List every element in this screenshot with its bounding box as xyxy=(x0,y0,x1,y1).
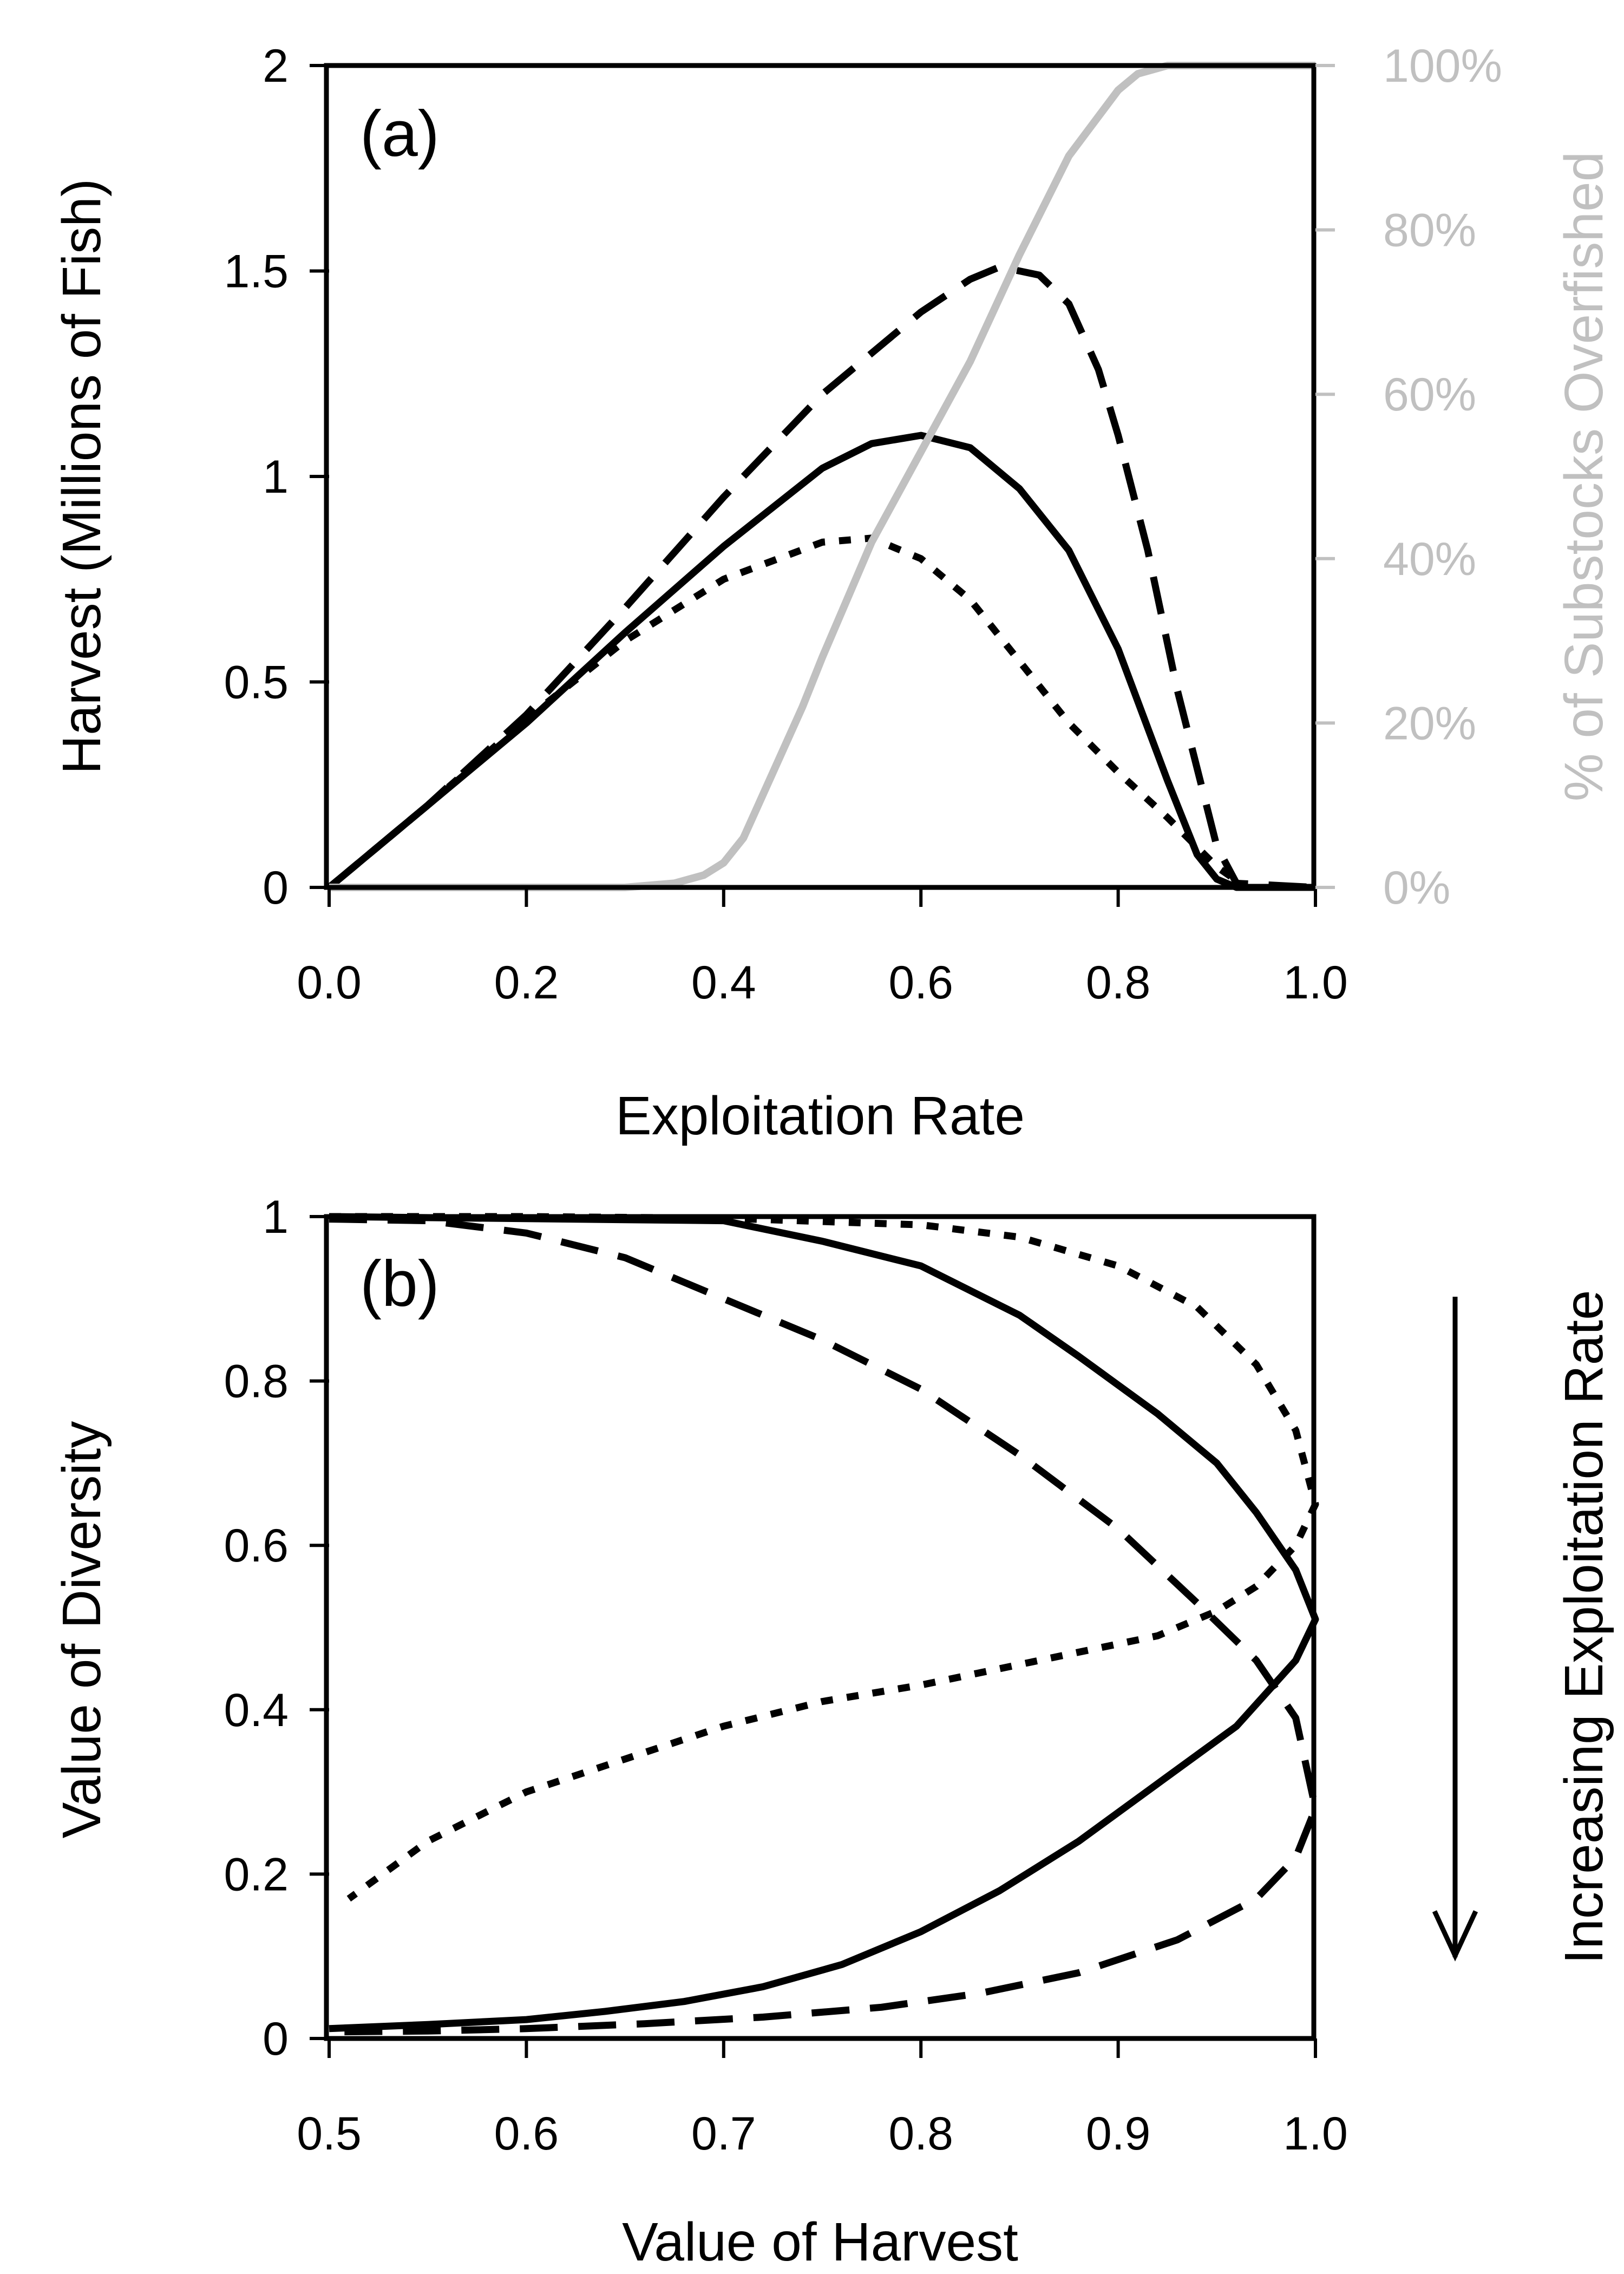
panel-b-series-solid xyxy=(329,1213,1319,2033)
exploitation-direction-arrow-head xyxy=(1432,1910,1478,1962)
panel-a-series-dashed xyxy=(326,263,1316,891)
panel-a-y-axis: 0 0.5 1 1.5 2 xyxy=(224,40,329,914)
panel-a-series-solid xyxy=(326,432,1315,891)
panel-a-series-solid-overfished xyxy=(329,62,1315,891)
panel-a-right-tick-label: 80% xyxy=(1383,205,1476,257)
panel-b-y-tick-label: 0.6 xyxy=(224,1520,289,1572)
panel-a-right-tick-label: 40% xyxy=(1383,533,1476,585)
panel-b: 0.5 0.6 0.7 0.8 0.9 1.0 0 0.2 0.4 0.6 0.8 1 (b) Va… xyxy=(51,1191,1614,2272)
panel-a-series-group xyxy=(326,62,1316,891)
panel-b-series-group xyxy=(329,1213,1319,2036)
panel-a-right-axis-title: % of Substocks Overfished xyxy=(1554,152,1614,802)
panel-a-y-tick-label: 2 xyxy=(263,40,289,92)
panel-b-x-tick-label: 0.8 xyxy=(888,2108,953,2160)
panel-b-y-axis: 0 0.2 0.4 0.6 0.8 1 xyxy=(224,1191,329,2065)
panel-a-right-tick-label: 100% xyxy=(1383,40,1502,92)
panel-b-plot-frame xyxy=(324,1214,1317,2041)
panel-a-y-axis-title: Harvest (Millions of Fish) xyxy=(51,179,112,774)
panel-b-y-tick-label: 0.2 xyxy=(224,1848,289,1900)
panel-b-y-tick-label: 0.8 xyxy=(224,1356,289,1408)
panel-a-x-tick-label: 0.6 xyxy=(888,957,953,1009)
panel-b-x-tick-label: 0.5 xyxy=(297,2108,362,2160)
panel-a-x-axis-title: Exploitation Rate xyxy=(615,1086,1025,1146)
panel-a-y-tick-label: 1.5 xyxy=(224,246,289,298)
panel-b-x-tick-label: 0.7 xyxy=(691,2108,756,2160)
panel-b-x-tick-label: 0.6 xyxy=(494,2108,559,2160)
panel-b-x-tick-label: 1.0 xyxy=(1283,2108,1348,2160)
panel-a-right-tick-label: 20% xyxy=(1383,697,1476,749)
panel-a-y-tick-label: 1 xyxy=(263,451,289,503)
panel-b-x-axis: 0.5 0.6 0.7 0.8 0.9 1.0 xyxy=(297,2038,1348,2160)
panel-b-x-axis-title: Value of Harvest xyxy=(622,2212,1018,2272)
panel-a-right-axis: 0% 20% 40% 60% 80% 100% xyxy=(1315,40,1502,914)
panel-a-x-axis: 0.0 0.2 0.4 0.6 0.8 1.0 xyxy=(297,887,1348,1009)
panel-b-y-axis-title: Value of Diversity xyxy=(51,1421,112,1839)
panel-a-right-tick-label: 0% xyxy=(1383,862,1450,914)
panel-a-x-tick-label: 0.2 xyxy=(494,957,559,1009)
panel-a: 0.0 0.2 0.4 0.6 0.8 1.0 0 0.5 1 1.5 2 0% 20% 40% 60%… xyxy=(51,40,1614,1146)
panel-a-x-tick-label: 0.4 xyxy=(691,957,756,1009)
panel-b-x-tick-label: 0.9 xyxy=(1086,2108,1151,2160)
panel-b-series-dashed xyxy=(329,1216,1319,2036)
panel-a-label: (a) xyxy=(360,97,440,170)
panel-a-x-tick-label: 1.0 xyxy=(1283,957,1348,1009)
panel-b-y-tick-label: 0.4 xyxy=(224,1684,289,1736)
panel-a-y-tick-label: 0 xyxy=(263,862,289,914)
panel-b-label: (b) xyxy=(360,1247,440,1320)
panel-a-x-tick-label: 0.0 xyxy=(297,957,362,1009)
panel-b-y-tick-label: 0 xyxy=(263,2013,289,2065)
panel-a-series-dotted xyxy=(326,534,1315,891)
panel-b-series-dotted xyxy=(329,1213,1319,1902)
panel-a-right-tick-label: 60% xyxy=(1383,369,1476,421)
exploitation-direction-label: Increasing Exploitation Rate xyxy=(1554,1290,1614,1964)
panel-a-x-tick-label: 0.8 xyxy=(1086,957,1151,1009)
panel-a-y-tick-label: 0.5 xyxy=(224,657,289,709)
panel-b-y-tick-label: 1 xyxy=(263,1191,289,1243)
